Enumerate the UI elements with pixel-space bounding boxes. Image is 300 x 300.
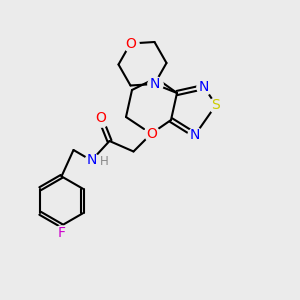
Text: S: S: [212, 98, 220, 112]
Text: N: N: [190, 128, 200, 142]
Text: O: O: [146, 127, 157, 140]
Text: F: F: [58, 226, 65, 240]
Text: N: N: [86, 154, 97, 167]
Text: H: H: [100, 154, 109, 168]
Text: O: O: [125, 37, 136, 50]
Text: N: N: [149, 77, 160, 91]
Text: O: O: [95, 112, 106, 125]
Text: N: N: [199, 80, 209, 94]
